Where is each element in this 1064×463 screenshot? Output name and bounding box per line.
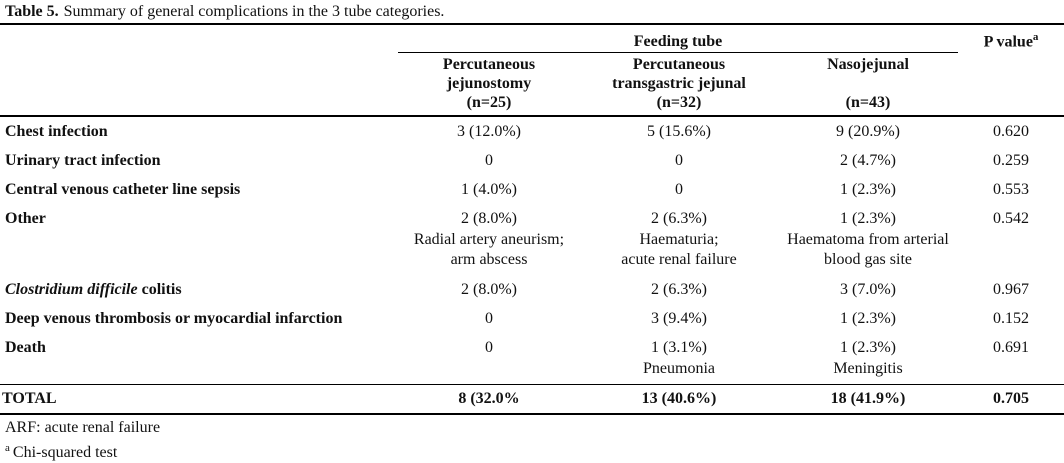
value-cell: 18 (41.9%) [778, 384, 958, 415]
value-cell: 2 (8.0%) [461, 281, 517, 298]
value-cell: 9 (20.9%) [836, 123, 900, 140]
column-header-percutaneous-jejunostomy: Percutaneous jejunostomy (n=25) [398, 52, 580, 117]
value-cell: 1 (2.3%) [840, 181, 896, 198]
column-header-line: Percutaneous [632, 56, 726, 73]
p-value-footnote-marker: a [1032, 31, 1039, 44]
p-value-cell: 0.967 [993, 281, 1029, 298]
value-note: Radial artery aneurism; arm abscess [413, 231, 565, 268]
header-spacer [0, 52, 398, 117]
value-cell: 1 (4.0%) [461, 181, 517, 198]
value-cell: 0 [485, 152, 493, 169]
p-value-header-text: P value [983, 33, 1033, 51]
value-text: 2 (6.3%) [651, 210, 707, 227]
value-cell: 3 (7.0%) [840, 281, 896, 298]
row-label: Clostridium difficile colitis [0, 275, 398, 304]
feeding-tube-group-header: Feeding tube [398, 25, 958, 53]
value-cell: 1 (2.3%) Haematoma from arterial blood g… [778, 204, 958, 275]
value-note: Haematoma from arterial blood gas site [787, 231, 949, 268]
value-cell: 1 (2.3%) Meningitis [778, 333, 958, 385]
header-columns-row: Percutaneous jejunostomy (n=25) Percutan… [0, 52, 1064, 117]
value-text: 1 (3.1%) [651, 339, 707, 356]
footnote-marker: a [5, 442, 10, 454]
table-title: Table 5. Summary of general complications… [0, 2, 1064, 25]
value-cell: 0 [675, 152, 683, 169]
row-label: Death [5, 339, 46, 356]
p-value-cell: 0.620 [993, 123, 1029, 140]
p-value-cell: 0.152 [993, 310, 1029, 327]
header-spacer [0, 25, 398, 53]
value-text: 1 (2.3%) [840, 210, 896, 227]
p-value-cell: 0.259 [993, 152, 1029, 169]
row-label: Chest infection [5, 123, 108, 140]
value-text: 2 (8.0%) [461, 210, 517, 227]
table-row-clostridium-difficile-colitis: Clostridium difficile colitis 2 (8.0%) 2… [0, 275, 1064, 304]
row-label: Central venous catheter line sepsis [5, 181, 241, 198]
row-label: TOTAL [0, 384, 398, 415]
p-value-cell: 0.553 [993, 181, 1029, 198]
value-cell: 2 (4.7%) [840, 152, 896, 169]
value-cell: 1 (2.3%) [840, 310, 896, 327]
column-header-line: Percutaneous [442, 56, 536, 73]
p-value-cell: 0.705 [958, 384, 1064, 415]
value-cell: 3 (12.0%) [457, 123, 521, 140]
footnote-text: Chi-squared test [12, 444, 118, 462]
value-cell: 0 [485, 339, 493, 356]
row-label: Other [5, 210, 46, 227]
table-footnotes: ARF: acute renal failure a Chi-squared te… [0, 415, 1064, 463]
row-label: Urinary tract infection [5, 152, 161, 169]
column-header-n: (n=43) [845, 94, 891, 111]
header-spacer [958, 52, 1064, 117]
p-value-header: P valuea [958, 25, 1064, 53]
column-header-nasojejunal: Nasojejunal (n=43) [778, 52, 958, 117]
table-number: Table 5. [5, 3, 59, 20]
p-value-cell: 0.691 [993, 339, 1029, 356]
value-text: 1 (2.3%) [840, 339, 896, 356]
value-cell: 0 [485, 310, 493, 327]
value-note: Meningitis [833, 360, 903, 377]
value-cell: 1 (3.1%) Pneumonia [580, 333, 778, 385]
table-row-urinary-tract-infection: Urinary tract infection 0 0 2 (4.7%) 0.2… [0, 146, 1064, 175]
table-row-other: Other 2 (8.0%) Radial artery aneurism; a… [0, 204, 1064, 275]
value-cell: 8 (32.0% [398, 384, 580, 415]
value-cell: 2 (8.0%) Radial artery aneurism; arm abs… [398, 204, 580, 275]
column-header-line: Nasojejunal [827, 56, 909, 73]
row-label: Deep venous thrombosis or myocardial inf… [5, 310, 343, 327]
complications-table: Feeding tube P valuea Percutaneous jejun… [0, 25, 1064, 415]
column-header-line: jejunostomy [446, 75, 532, 92]
column-header-line [778, 74, 958, 93]
header-group-row: Feeding tube P valuea [0, 25, 1064, 53]
footnote-arf: ARF: acute renal failure [5, 419, 161, 436]
table-caption: Summary of general complications in the … [63, 3, 445, 20]
value-cell: 3 (9.4%) [651, 310, 707, 327]
column-header-line: transgastric jejunal [612, 75, 746, 92]
footnote-chi-squared: a Chi-squared test [5, 438, 1064, 463]
table-row-chest-infection: Chest infection 3 (12.0%) 5 (15.6%) 9 (2… [0, 116, 1064, 146]
value-note: Haematuria; acute renal failure [621, 231, 737, 268]
value-cell: 5 (15.6%) [647, 123, 711, 140]
value-cell: 0 [675, 181, 683, 198]
column-header-percutaneous-transgastric-jejunal: Percutaneous transgastric jejunal (n=32) [580, 52, 778, 117]
value-cell: 13 (40.6%) [580, 384, 778, 415]
table-row-death: Death 0 1 (3.1%) Pneumonia 1 (2.3%) Meni… [0, 333, 1064, 385]
value-note: Pneumonia [643, 360, 715, 377]
column-header-n: (n=25) [466, 94, 512, 111]
row-label-italic: Clostridium difficile [5, 281, 138, 298]
p-value-cell: 0.542 [993, 210, 1029, 227]
value-cell: 2 (6.3%) Haematuria; acute renal failure [580, 204, 778, 275]
table-row-central-venous-catheter-line-sepsis: Central venous catheter line sepsis 1 (4… [0, 175, 1064, 204]
table-row-deep-venous-thrombosis: Deep venous thrombosis or myocardial inf… [0, 304, 1064, 333]
value-cell: 2 (6.3%) [651, 281, 707, 298]
row-label-rest: colitis [137, 281, 182, 298]
table-row-total: TOTAL 8 (32.0% 13 (40.6%) 18 (41.9%) 0.7… [0, 384, 1064, 415]
column-header-n: (n=32) [656, 94, 702, 111]
